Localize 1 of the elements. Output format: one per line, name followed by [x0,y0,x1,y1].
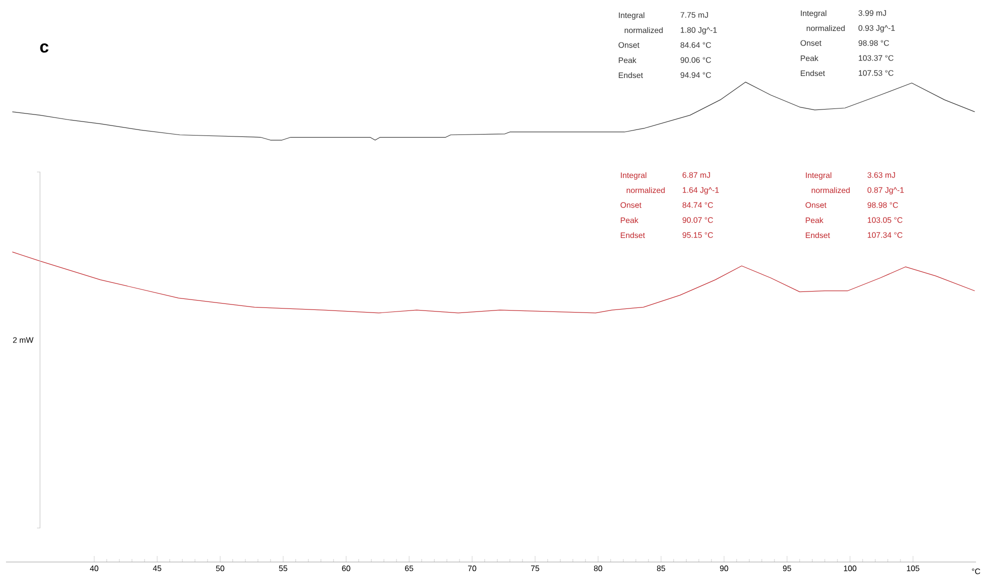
chart-title: c [40,43,48,53]
